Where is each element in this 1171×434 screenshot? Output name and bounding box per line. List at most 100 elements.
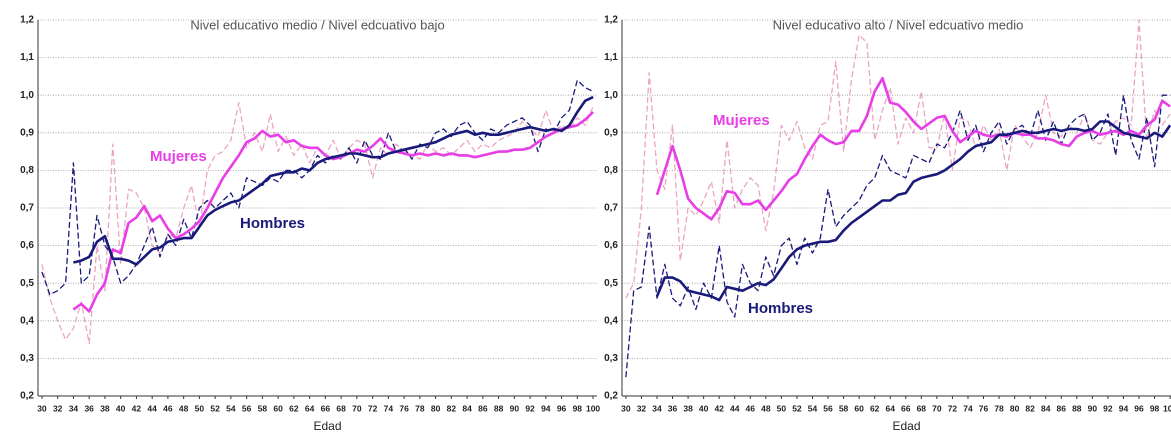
y-tick-label: 0,2 [20, 391, 34, 402]
x-tick-label: 38 [100, 403, 110, 413]
x-tick-label: 80 [431, 403, 441, 413]
series-line [625, 94, 1171, 378]
x-tick-label: 78 [994, 403, 1004, 413]
y-tick-label: 0,9 [604, 127, 618, 138]
x-tick-label: 72 [368, 403, 378, 413]
y-tick-label: 0,4 [20, 315, 34, 326]
x-tick-label: 88 [1072, 403, 1082, 413]
annotation: Mujeres [150, 148, 207, 165]
x-tick-label: 54 [226, 403, 236, 413]
x-tick-label: 96 [1134, 403, 1144, 413]
y-tick-label: 1,1 [20, 52, 34, 63]
y-tick-label: 0,5 [604, 278, 618, 289]
series-line [655, 120, 1171, 302]
x-tick-label: 78 [415, 403, 425, 413]
x-tick-label: 76 [979, 403, 989, 413]
x-tick-label: 70 [352, 403, 362, 413]
x-tick-label: 50 [777, 403, 787, 413]
y-tick-label: 1,2 [20, 15, 34, 26]
y-tick-label: 0,2 [604, 391, 618, 402]
x-tick-label: 32 [637, 403, 647, 413]
x-tick-label: 68 [336, 403, 346, 413]
series-line [72, 111, 594, 313]
x-tick-label: 40 [116, 403, 126, 413]
x-tick-label: 44 [730, 403, 740, 413]
y-tick-label: 0,6 [20, 240, 34, 251]
x-tick-label: 66 [321, 403, 331, 413]
x-tick-label: 56 [242, 403, 252, 413]
annotation: Hombres [748, 300, 813, 317]
x-tick-label: 88 [494, 403, 504, 413]
series-line [655, 77, 1171, 221]
x-tick-label: 56 [823, 403, 833, 413]
x-tick-label: 58 [839, 403, 849, 413]
y-tick-label: 0,8 [604, 165, 618, 176]
y-tick-label: 0,7 [20, 203, 34, 214]
x-tick-label: 48 [179, 403, 189, 413]
y-tick-label: 1,0 [604, 90, 618, 101]
x-tick-label: 82 [1025, 403, 1035, 413]
x-tick-label: 38 [683, 403, 693, 413]
x-tick-label: 94 [1119, 403, 1129, 413]
x-tick-label: 92 [1103, 403, 1113, 413]
x-tick-label: 40 [699, 403, 709, 413]
y-tick-label: 0,7 [604, 203, 618, 214]
x-tick-label: 64 [885, 403, 895, 413]
x-tick-label: 92 [525, 403, 535, 413]
y-tick-label: 0,5 [20, 278, 34, 289]
x-tick-label: 100 [586, 403, 600, 413]
x-tick-label: 60 [854, 403, 864, 413]
x-tick-label: 84 [1041, 403, 1051, 413]
x-tick-label: 30 [621, 403, 631, 413]
x-tick-label: 66 [901, 403, 911, 413]
x-axis-label: Edad [313, 419, 341, 433]
y-tick-label: 0,8 [20, 165, 34, 176]
annotation: Mujeres [713, 112, 770, 129]
series-line [41, 102, 594, 345]
y-tick-label: 1,0 [20, 90, 34, 101]
x-tick-label: 98 [573, 403, 583, 413]
x-tick-label: 36 [84, 403, 94, 413]
x-tick-label: 86 [1057, 403, 1067, 413]
chart-title: Nivel educativo alto / Nivel edcuativo m… [773, 17, 1024, 32]
x-tick-label: 52 [792, 403, 802, 413]
y-tick-label: 1,1 [604, 52, 618, 63]
x-tick-label: 72 [948, 403, 958, 413]
y-tick-label: 1,2 [604, 15, 618, 26]
x-tick-label: 58 [258, 403, 268, 413]
x-axis-label: Edad [892, 419, 920, 433]
x-tick-label: 32 [53, 403, 63, 413]
x-tick-label: 64 [305, 403, 315, 413]
x-tick-label: 60 [273, 403, 283, 413]
x-tick-label: 76 [399, 403, 409, 413]
x-tick-label: 42 [132, 403, 142, 413]
y-tick-label: 0,3 [20, 353, 34, 364]
y-tick-label: 0,6 [604, 240, 618, 251]
x-tick-label: 68 [917, 403, 927, 413]
y-tick-label: 0,9 [20, 127, 34, 138]
annotation: Hombres [240, 215, 305, 232]
x-tick-label: 62 [289, 403, 299, 413]
x-tick-label: 96 [557, 403, 567, 413]
x-tick-label: 62 [870, 403, 880, 413]
x-tick-label: 30 [37, 403, 47, 413]
series-line [625, 19, 1171, 299]
x-tick-label: 50 [195, 403, 205, 413]
series-line [73, 95, 594, 266]
chart-title: Nivel educativo medio / Nivel edcuativo … [190, 17, 444, 32]
x-tick-label: 98 [1150, 403, 1160, 413]
x-tick-label: 48 [761, 403, 771, 413]
x-tick-label: 46 [163, 403, 173, 413]
x-tick-label: 94 [541, 403, 551, 413]
x-tick-label: 70 [932, 403, 942, 413]
x-tick-label: 46 [746, 403, 756, 413]
x-tick-label: 52 [210, 403, 220, 413]
series-line [41, 79, 594, 296]
x-tick-label: 80 [1010, 403, 1020, 413]
x-tick-label: 34 [652, 403, 662, 413]
x-tick-label: 90 [510, 403, 520, 413]
x-tick-label: 36 [668, 403, 678, 413]
x-tick-label: 44 [147, 403, 157, 413]
x-tick-label: 34 [69, 403, 79, 413]
